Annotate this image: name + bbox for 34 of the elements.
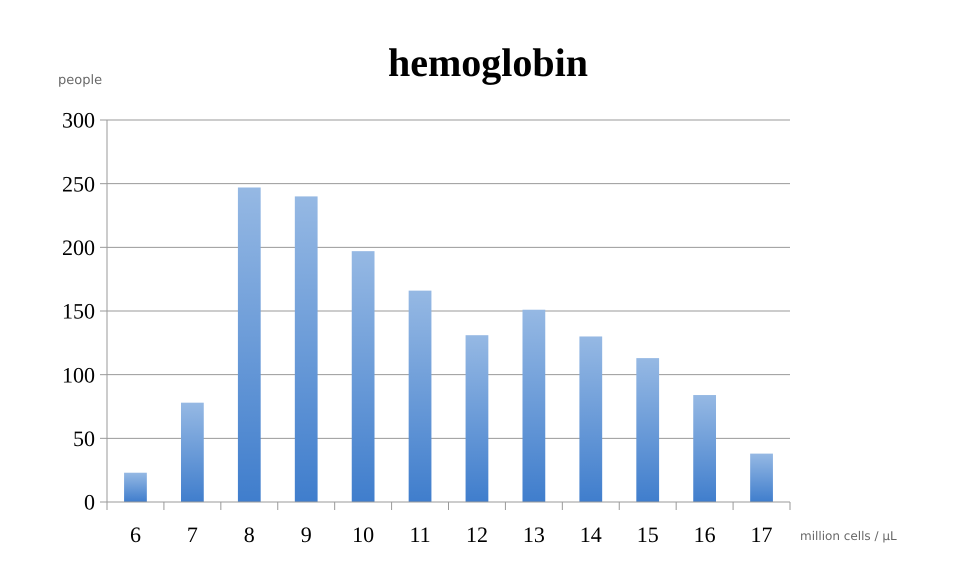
bar [124,472,147,502]
bar [180,402,204,502]
bar [636,358,660,502]
x-tick-label: 10 [352,522,374,547]
bar [750,454,773,502]
y-tick-label: 0 [84,490,95,515]
x-tick-label: 6 [130,522,141,547]
x-tick-label: 8 [244,522,255,547]
x-tick-label: 16 [694,522,716,547]
x-tick-label: 13 [522,522,545,547]
x-tick-label: 11 [409,522,431,547]
y-tick-label: 50 [73,426,95,452]
x-tick-label: 9 [300,522,312,547]
bar [294,196,318,502]
y-axis-title: people [58,73,102,88]
y-tick-label: 100 [62,362,95,388]
bar [579,336,602,502]
bar [522,310,546,502]
x-tick-label: 14 [580,522,602,547]
x-tick-label: 12 [466,522,488,547]
x-tick-label: 17 [750,522,773,547]
x-tick-label: 15 [636,522,659,547]
y-tick-label: 150 [62,298,95,324]
x-axis-title: million cells / μL [800,529,897,543]
y-tick-label: 200 [62,235,95,260]
x-tick-label: 7 [186,522,198,547]
bar [466,335,488,502]
bar [693,395,716,502]
bar [352,251,375,502]
y-tick-label: 300 [62,108,95,133]
bar [238,187,261,502]
y-tick-label: 250 [62,171,95,196]
chart-title: hemoglobin [388,40,588,85]
bar [408,290,432,502]
